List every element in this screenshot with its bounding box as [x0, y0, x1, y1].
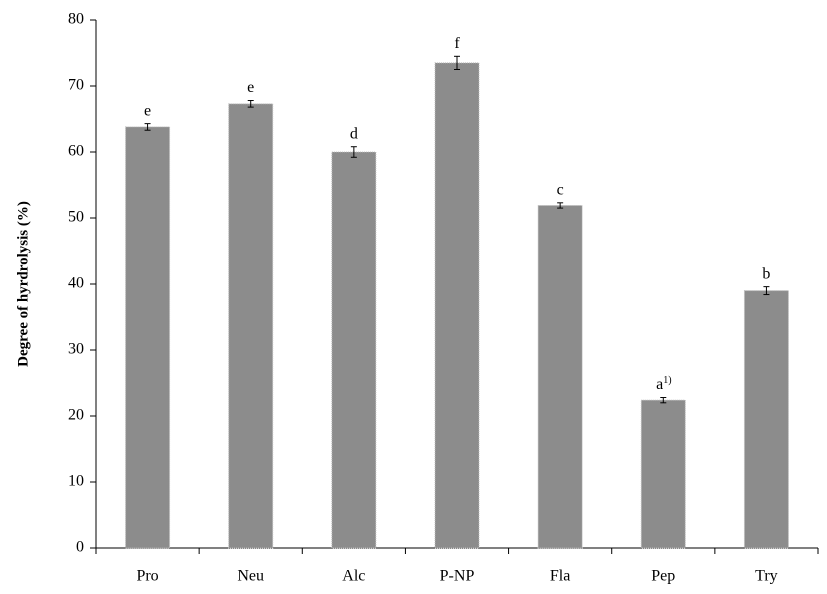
- significance-letter: b: [762, 265, 770, 282]
- error-bar: [454, 55, 460, 70]
- y-tick-label: 80: [68, 11, 84, 28]
- bar: [125, 126, 171, 549]
- error-bar: [144, 123, 151, 131]
- y-tick-label: 70: [68, 77, 84, 94]
- y-axis-label: Degree of hyrdrolysis (%): [15, 201, 31, 367]
- x-tick-label: Pro: [136, 568, 158, 585]
- significance-letter: f: [454, 35, 460, 52]
- y-tick-label: 60: [68, 143, 84, 160]
- error-bar: [350, 146, 357, 158]
- x-tick-label: Neu: [237, 568, 264, 585]
- x-tick-label: P-NP: [440, 568, 475, 585]
- y-tick-label: 40: [68, 275, 84, 292]
- significance-letter: d: [350, 125, 358, 142]
- error-bar: [763, 286, 770, 296]
- significance-letter: e: [144, 102, 151, 119]
- y-tick-label: 50: [68, 209, 84, 226]
- y-tick-label: 20: [68, 407, 84, 424]
- bar: [331, 151, 377, 549]
- y-tick-label: 10: [68, 473, 84, 490]
- error-bar: [557, 202, 564, 209]
- significance-letter: a: [656, 376, 663, 393]
- error-bar: [660, 397, 667, 404]
- x-tick-label: Pep: [651, 568, 675, 585]
- x-tick-label: Fla: [550, 568, 570, 585]
- footnote-mark: 1): [663, 375, 671, 386]
- bar: [434, 62, 480, 549]
- x-tick-label: Alc: [342, 568, 365, 585]
- significance-letter: e: [247, 79, 254, 96]
- bar: [640, 399, 686, 549]
- x-tick-label: Try: [755, 568, 778, 585]
- bar: [228, 103, 274, 549]
- bar: [537, 204, 583, 549]
- y-tick-label: 30: [68, 341, 84, 358]
- y-tick-label: 0: [76, 539, 84, 556]
- bar: [743, 290, 789, 549]
- error-bar: [247, 100, 254, 108]
- significance-letter: c: [557, 181, 564, 198]
